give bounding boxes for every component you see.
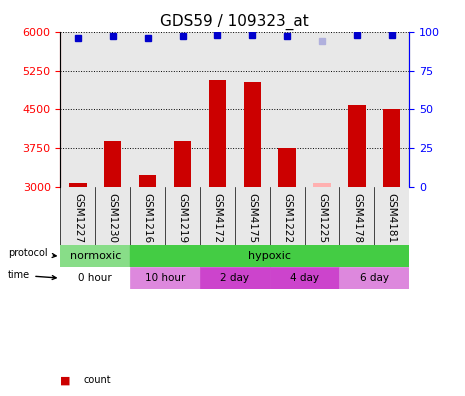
Text: count: count — [84, 375, 111, 385]
Text: GSM1219: GSM1219 — [178, 193, 187, 243]
Text: GSM1227: GSM1227 — [73, 193, 83, 243]
Text: GSM1216: GSM1216 — [143, 193, 153, 243]
Bar — [69, 183, 86, 187]
Bar — [244, 82, 261, 187]
Bar — [313, 183, 331, 187]
Bar — [339, 267, 409, 289]
Text: normoxic: normoxic — [70, 251, 121, 261]
Bar — [130, 267, 200, 289]
Bar — [200, 267, 270, 289]
Text: 10 hour: 10 hour — [145, 273, 185, 283]
Bar — [348, 105, 365, 187]
Text: GSM4172: GSM4172 — [213, 193, 222, 243]
Bar — [60, 267, 130, 289]
Text: GSM4181: GSM4181 — [387, 193, 397, 243]
Bar — [104, 141, 121, 187]
Text: 4 day: 4 day — [290, 273, 319, 283]
Text: GSM1230: GSM1230 — [108, 193, 118, 243]
Text: GSM1225: GSM1225 — [317, 193, 327, 243]
Bar — [174, 141, 191, 187]
Title: GDS59 / 109323_at: GDS59 / 109323_at — [160, 14, 309, 30]
Text: time: time — [8, 270, 56, 280]
Bar — [130, 246, 409, 267]
Bar — [279, 148, 296, 187]
Text: 6 day: 6 day — [360, 273, 389, 283]
Text: 2 day: 2 day — [220, 273, 249, 283]
Text: hypoxic: hypoxic — [248, 251, 291, 261]
Text: protocol: protocol — [8, 248, 56, 258]
Text: GSM4175: GSM4175 — [247, 193, 257, 243]
Bar — [60, 246, 130, 267]
Text: ■: ■ — [60, 375, 71, 385]
Bar — [383, 109, 400, 187]
Bar — [139, 175, 156, 187]
Text: 0 hour: 0 hour — [79, 273, 112, 283]
Text: GSM4178: GSM4178 — [352, 193, 362, 243]
Bar — [270, 267, 339, 289]
Bar — [209, 80, 226, 187]
Text: GSM1222: GSM1222 — [282, 193, 292, 243]
